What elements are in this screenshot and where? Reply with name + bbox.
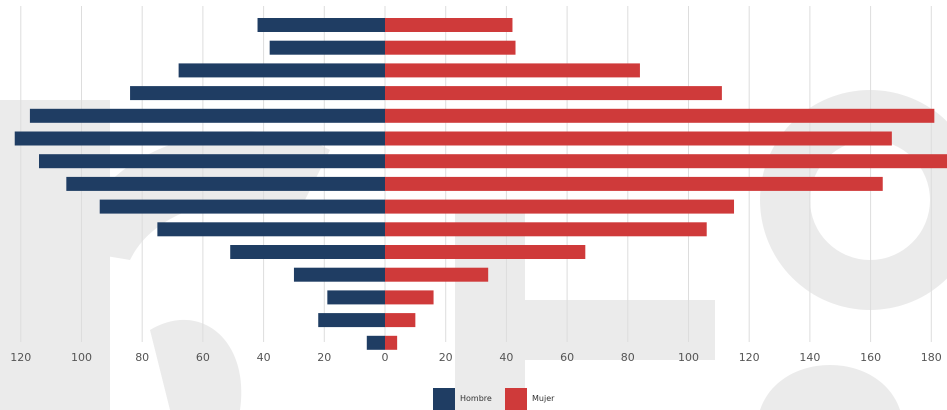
bar-hombre (29, 108, 386, 123)
watermark-shape (760, 365, 900, 410)
tick-label: 60 (560, 351, 574, 364)
watermark-shape (0, 100, 110, 410)
bar-mujer (385, 63, 640, 78)
tick-label: 140 (799, 351, 820, 364)
bar-hombre (178, 63, 385, 78)
bar-hombre (230, 245, 385, 259)
bar-mujer (385, 131, 892, 146)
tick-label: 160 (860, 351, 881, 364)
bar-mujer (385, 222, 707, 237)
bar-mujer (385, 86, 722, 101)
bar-mujer (385, 176, 883, 191)
bar-mujer (385, 245, 586, 259)
bar-mujer (385, 18, 513, 32)
bar-mujer (385, 313, 416, 328)
bar-mujer (385, 267, 489, 282)
bar-hombre (14, 131, 385, 146)
watermark-shape (810, 140, 930, 260)
bar-hombre (318, 313, 385, 328)
tick-label: 40 (499, 351, 513, 364)
tick-label: 80 (621, 351, 635, 364)
tick-label: 60 (196, 351, 210, 364)
bar-hombre (99, 199, 386, 214)
bar-mujer (385, 40, 516, 55)
tick-label: 100 (678, 351, 699, 364)
bar-hombre (327, 290, 385, 305)
bar-hombre (366, 335, 385, 350)
tick-label: 0 (382, 351, 389, 364)
legend-label: Mujer (532, 394, 555, 403)
bar-mujer (385, 199, 735, 214)
bar-mujer (385, 108, 935, 123)
bar-mujer (385, 335, 398, 350)
tick-label: 120 (10, 351, 31, 364)
legend-swatch (433, 388, 455, 410)
x-axis-ticks: 120 100 80 60 40 20 0 20 40 60 80 100 120 140 160 180 (10, 351, 942, 364)
bar-hombre (66, 176, 385, 191)
background-watermark (0, 90, 947, 410)
legend-swatch (505, 388, 527, 410)
legend-label: Hombre (460, 394, 492, 403)
tick-label: 100 (71, 351, 92, 364)
tick-label: 20 (439, 351, 453, 364)
bar-hombre (157, 222, 385, 237)
grid-lines (20, 6, 932, 342)
bar-hombre (130, 86, 385, 101)
legend: Hombre Mujer (433, 388, 555, 410)
bar-mujer (385, 290, 434, 305)
tick-label: 20 (317, 351, 331, 364)
bars (14, 18, 947, 350)
bar-hombre (293, 267, 385, 282)
tick-label: 120 (739, 351, 760, 364)
watermark-shape (150, 319, 242, 410)
watermark-shape (455, 300, 715, 360)
bar-hombre (39, 154, 385, 169)
bar-mujer (385, 154, 947, 169)
tick-label: 80 (135, 351, 149, 364)
bar-hombre (257, 18, 385, 32)
tick-label: 40 (257, 351, 271, 364)
tick-label: 180 (921, 351, 942, 364)
bar-hombre (269, 40, 385, 55)
